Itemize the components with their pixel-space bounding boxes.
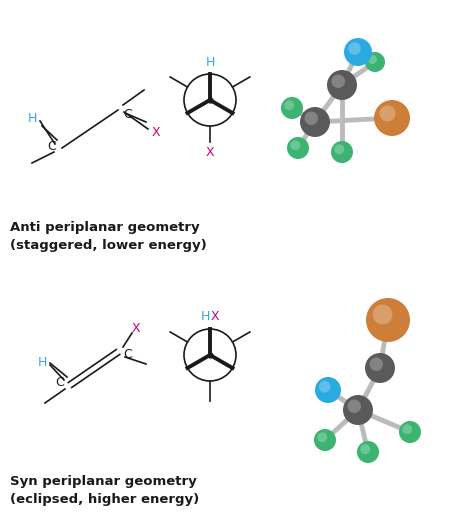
Circle shape <box>300 107 330 137</box>
Circle shape <box>365 353 395 383</box>
Text: H: H <box>205 56 215 68</box>
Circle shape <box>319 381 330 392</box>
Circle shape <box>348 42 361 55</box>
Circle shape <box>399 421 421 443</box>
Text: X: X <box>210 310 219 323</box>
Circle shape <box>368 55 377 64</box>
Text: H: H <box>37 356 46 369</box>
Circle shape <box>343 395 373 425</box>
Circle shape <box>370 358 383 371</box>
Circle shape <box>327 70 357 100</box>
Text: Anti periplanar geometry: Anti periplanar geometry <box>10 221 200 235</box>
Text: H: H <box>27 112 36 125</box>
Circle shape <box>281 97 303 119</box>
Text: C: C <box>55 377 64 389</box>
Text: X: X <box>206 146 214 158</box>
Circle shape <box>366 298 410 342</box>
Circle shape <box>373 305 392 325</box>
Text: X: X <box>152 126 160 138</box>
Text: (eclipsed, higher energy): (eclipsed, higher energy) <box>10 492 199 505</box>
Circle shape <box>304 112 318 125</box>
Circle shape <box>314 429 336 451</box>
Circle shape <box>315 377 341 403</box>
Circle shape <box>344 38 372 66</box>
Circle shape <box>347 400 361 413</box>
Text: H: H <box>201 310 210 323</box>
Text: C: C <box>124 349 132 361</box>
Text: X: X <box>132 321 140 335</box>
Text: C: C <box>124 108 132 122</box>
Circle shape <box>379 105 396 122</box>
Text: Syn periplanar geometry: Syn periplanar geometry <box>10 476 197 489</box>
Circle shape <box>365 52 385 72</box>
Text: C: C <box>47 140 56 154</box>
Circle shape <box>284 100 294 110</box>
Circle shape <box>317 432 327 442</box>
Circle shape <box>360 444 370 454</box>
Circle shape <box>334 144 344 154</box>
Circle shape <box>402 424 412 434</box>
Circle shape <box>331 141 353 163</box>
Circle shape <box>374 100 410 136</box>
Circle shape <box>290 140 300 150</box>
Circle shape <box>357 441 379 463</box>
Circle shape <box>287 137 309 159</box>
Text: (staggered, lower energy): (staggered, lower energy) <box>10 238 207 251</box>
Circle shape <box>331 75 345 88</box>
